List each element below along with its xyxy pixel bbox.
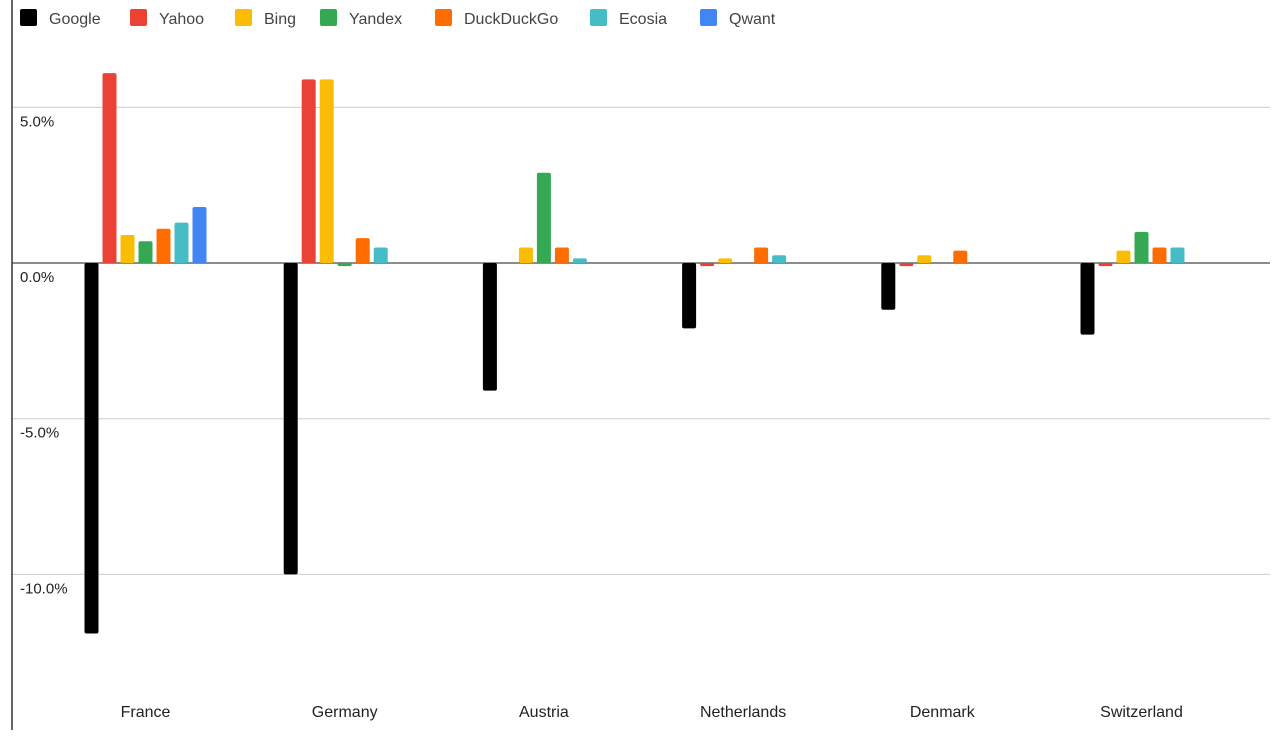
bar-duckduckgo-france bbox=[156, 228, 171, 264]
bar-bing-germany bbox=[319, 79, 334, 264]
bar-bing-netherlands bbox=[718, 258, 733, 264]
legend-swatch bbox=[235, 9, 252, 26]
x-category-label: Germany bbox=[312, 704, 378, 721]
bar-yandex-austria bbox=[536, 172, 551, 264]
legend-label: DuckDuckGo bbox=[464, 11, 558, 28]
legend-label: Yahoo bbox=[159, 11, 204, 28]
y-tick-label: 5.0% bbox=[20, 113, 54, 130]
gridlines bbox=[12, 106, 1270, 575]
bar-yahoo-netherlands bbox=[700, 263, 715, 267]
bar-qwant-france bbox=[192, 207, 207, 264]
legend-swatch bbox=[130, 9, 147, 26]
y-tick-label: -5.0% bbox=[20, 425, 59, 442]
legend: Google Yahoo Bing Yandex DuckDuckGo Ecosia Qwa… bbox=[20, 9, 776, 28]
legend-swatch bbox=[700, 9, 717, 26]
legend-label: Ecosia bbox=[619, 11, 667, 28]
bar-duckduckgo-germany bbox=[355, 238, 370, 264]
x-category-label: Denmark bbox=[910, 704, 976, 721]
bar-ecosia-france bbox=[174, 222, 189, 264]
legend-label: Google bbox=[49, 11, 101, 28]
bar-yahoo-germany bbox=[301, 79, 316, 264]
bar-bing-austria bbox=[518, 247, 533, 264]
legend-swatch bbox=[20, 9, 37, 26]
bar-yahoo-denmark bbox=[899, 263, 914, 267]
bar-bing-denmark bbox=[917, 255, 932, 264]
legend-swatch bbox=[435, 9, 452, 26]
legend-item-ecosia: Ecosia bbox=[590, 9, 667, 28]
legend-label: Yandex bbox=[349, 11, 402, 28]
legend-item-qwant: Qwant bbox=[700, 9, 776, 28]
bar-google-netherlands bbox=[682, 263, 697, 329]
bar-duckduckgo-austria bbox=[554, 247, 569, 264]
bar-google-switzerland bbox=[1080, 263, 1095, 335]
y-tick-label: 0.0% bbox=[20, 269, 54, 286]
bar-google-austria bbox=[482, 263, 497, 391]
x-category-label: Austria bbox=[519, 704, 569, 721]
bar-bing-france bbox=[120, 235, 135, 264]
bar-duckduckgo-denmark bbox=[953, 250, 968, 264]
bar-ecosia-switzerland bbox=[1170, 247, 1185, 264]
bar-yahoo-switzerland bbox=[1098, 263, 1113, 267]
bar-duckduckgo-netherlands bbox=[754, 247, 769, 264]
legend-item-bing: Bing bbox=[235, 9, 296, 28]
legend-swatch bbox=[320, 9, 337, 26]
bar-ecosia-austria bbox=[572, 258, 587, 264]
bar-yandex-switzerland bbox=[1134, 231, 1149, 264]
bars bbox=[84, 73, 1185, 634]
legend-label: Bing bbox=[264, 11, 296, 28]
legend-label: Qwant bbox=[729, 11, 776, 28]
x-category-label: France bbox=[121, 704, 171, 721]
bar-bing-switzerland bbox=[1116, 250, 1131, 264]
bar-google-france bbox=[84, 263, 99, 634]
bar-google-denmark bbox=[881, 263, 896, 310]
legend-item-yahoo: Yahoo bbox=[130, 9, 204, 28]
bar-yandex-germany bbox=[337, 263, 352, 267]
legend-item-duckduckgo: DuckDuckGo bbox=[435, 9, 558, 28]
legend-item-google: Google bbox=[20, 9, 101, 28]
legend-swatch bbox=[590, 9, 607, 26]
bar-ecosia-netherlands bbox=[772, 255, 787, 264]
bar-yandex-france bbox=[138, 241, 153, 264]
bar-google-germany bbox=[283, 263, 298, 575]
y-axis-ticks: 5.0% 0.0% -5.0% -10.0% bbox=[20, 113, 68, 597]
x-category-label: Netherlands bbox=[700, 704, 786, 721]
x-axis-labels: France Germany Austria Netherlands Denmark Sw… bbox=[121, 704, 1183, 721]
y-tick-label: -10.0% bbox=[20, 580, 68, 597]
bar-duckduckgo-switzerland bbox=[1152, 247, 1167, 264]
legend-item-yandex: Yandex bbox=[320, 9, 402, 28]
x-category-label: Switzerland bbox=[1100, 704, 1183, 721]
bar-ecosia-germany bbox=[373, 247, 388, 264]
bar-yahoo-france bbox=[102, 73, 117, 264]
